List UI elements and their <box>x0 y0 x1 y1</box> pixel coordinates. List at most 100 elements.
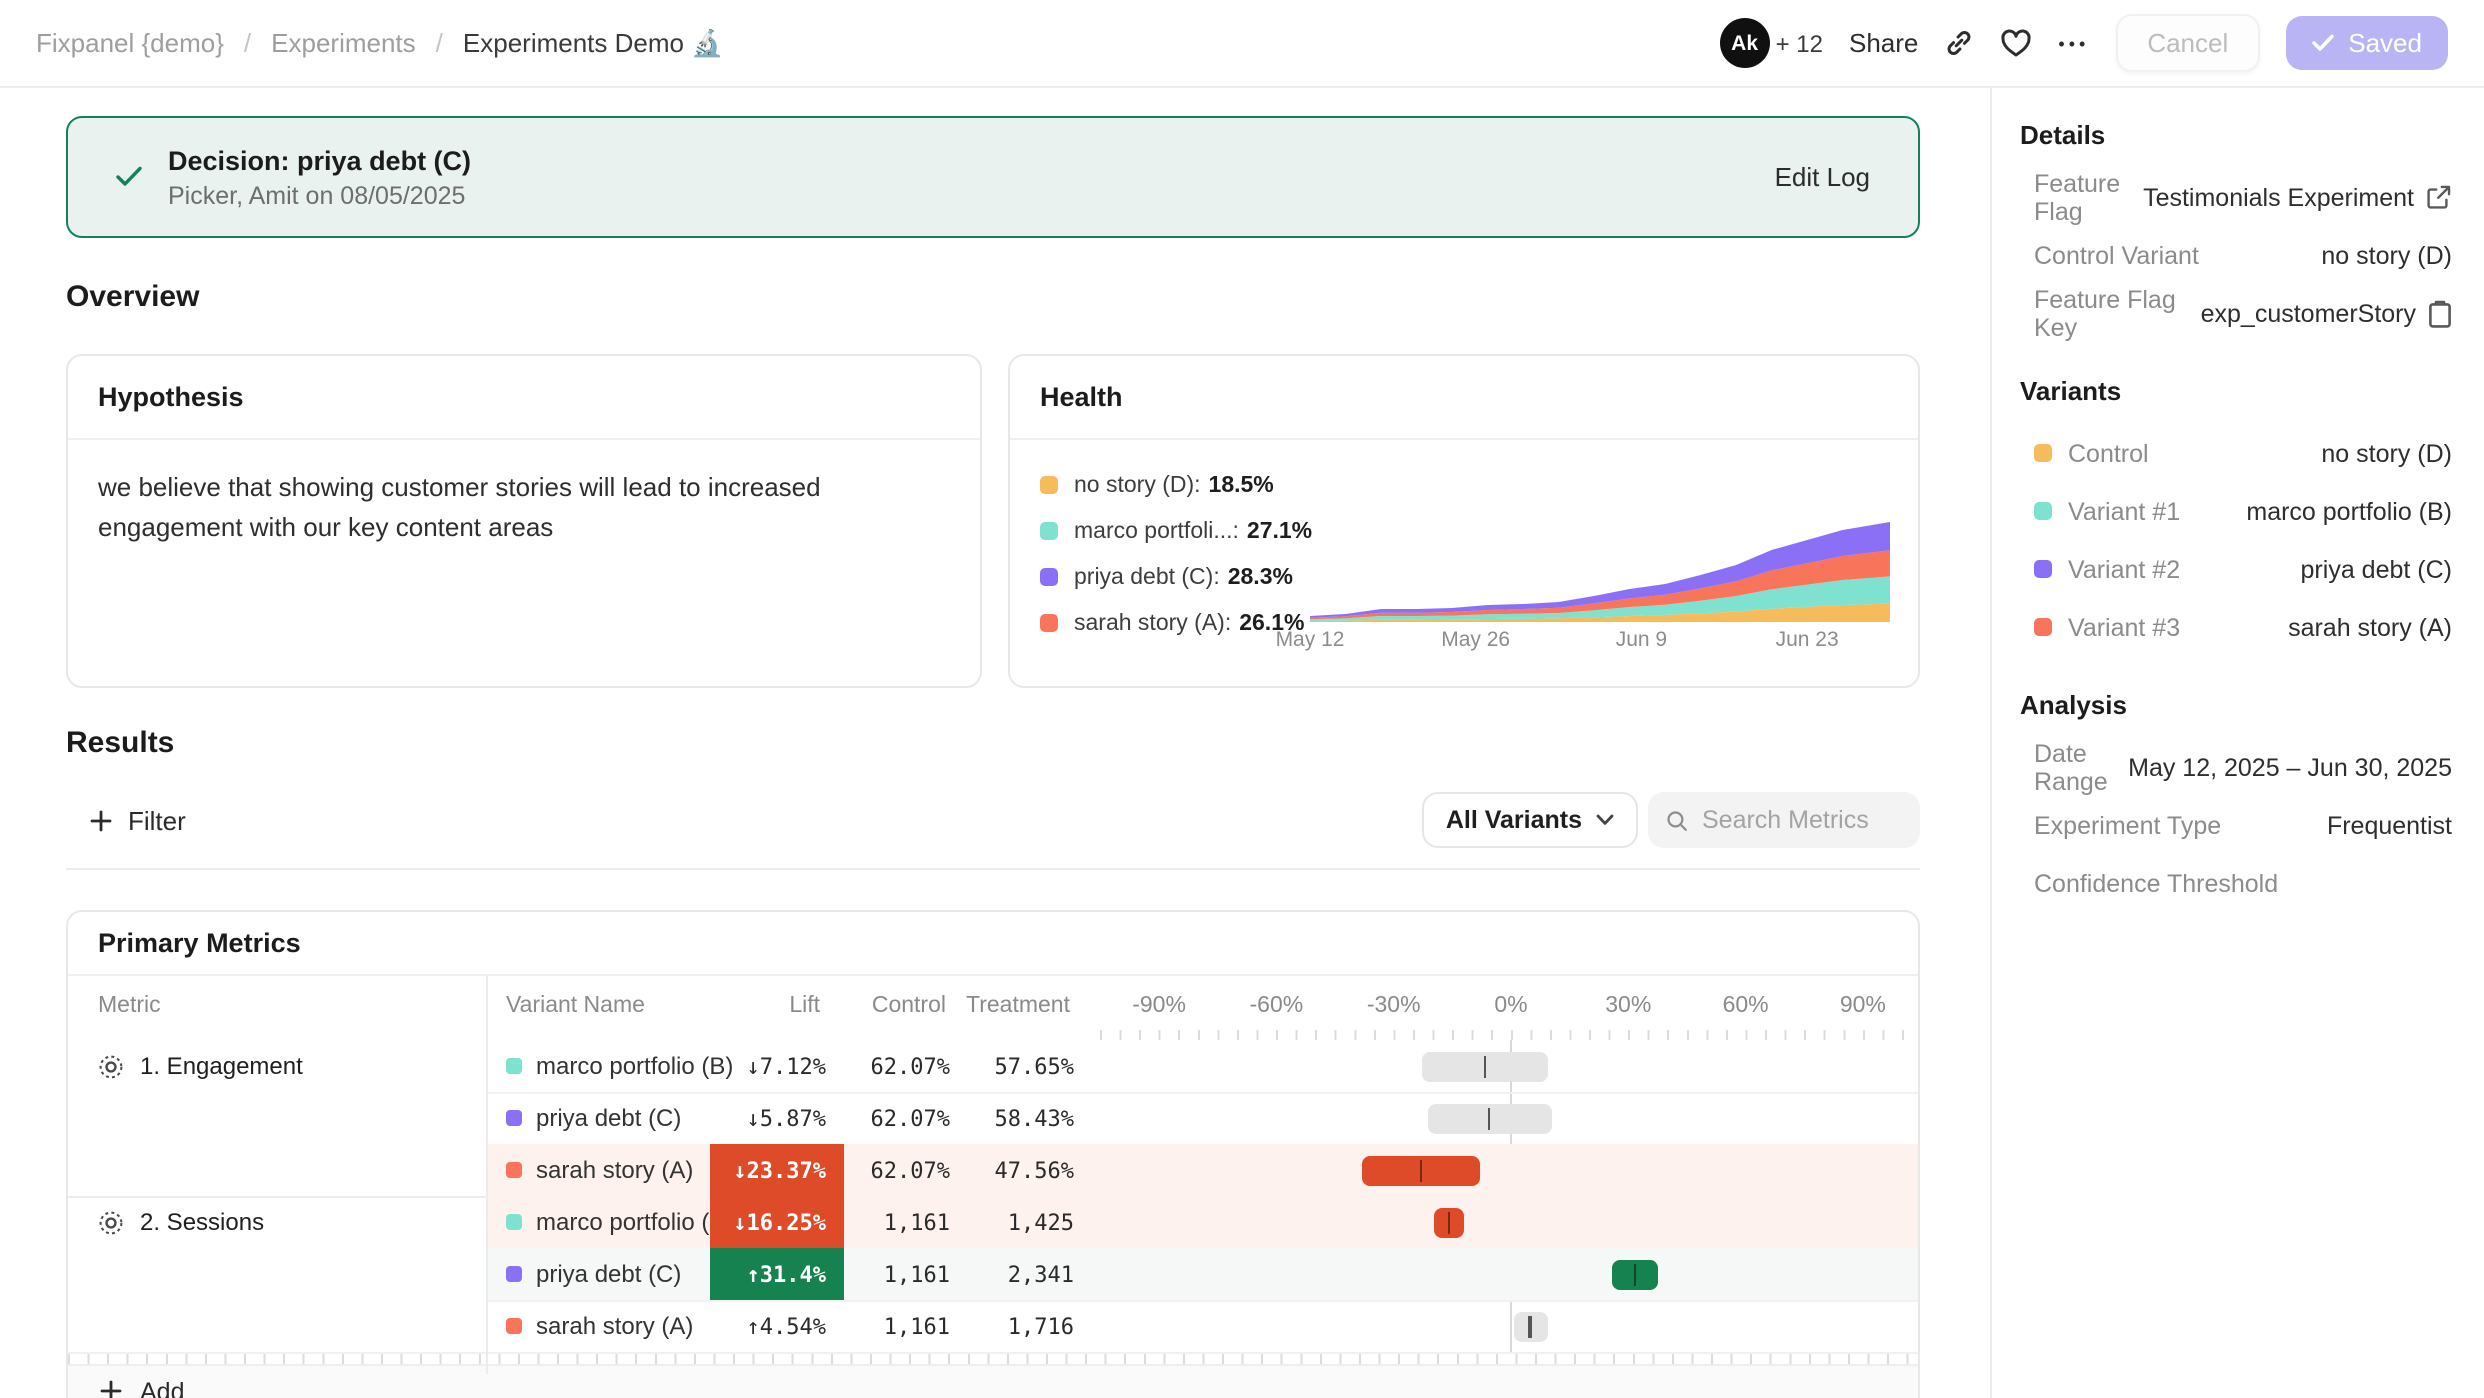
field-label: Experiment Type <box>2034 811 2222 839</box>
health-legend: no story (D): 18.5% marco portfoli...: 27.1… <box>1040 462 1312 646</box>
details-sidebar: Details Feature Flag Testimonials Experi… <box>1990 88 2484 1398</box>
lift-marker <box>1528 1315 1532 1337</box>
metric-column-divider <box>486 976 488 1374</box>
avatar[interactable]: Ak <box>1719 18 1770 68</box>
field-value: priya debt (C) <box>2300 555 2452 583</box>
decision-banner: Decision: priya debt (C) Picker, Amit on… <box>66 116 1920 238</box>
health-legend-item[interactable]: priya debt (C): 28.3% <box>1040 554 1312 600</box>
health-legend-item[interactable]: no story (D): 18.5% <box>1040 462 1312 508</box>
detail-row: Feature Flag Testimonials Experiment <box>2020 168 2452 226</box>
copy-link-icon[interactable] <box>1944 28 1974 58</box>
search-icon <box>1667 810 1687 830</box>
decision-subtitle: Picker, Amit on 08/05/2025 <box>168 181 466 209</box>
plus-icon <box>90 809 112 831</box>
col-treatment: Treatment <box>966 994 1070 1018</box>
axis-tick-label: 90% <box>1839 994 1886 1018</box>
edit-log-button[interactable]: Edit Log <box>1774 162 1870 192</box>
confidence-interval-bar[interactable] <box>1427 1103 1553 1133</box>
legend-label: priya debt (C): <box>1074 565 1220 589</box>
variants-heading: Variants <box>2020 376 2122 406</box>
metric-goal-icon <box>99 1210 123 1234</box>
lift-value: ↑4.54% <box>746 1313 827 1339</box>
confidence-interval-bar[interactable] <box>1612 1259 1658 1289</box>
treatment-value: 57.65% <box>994 1053 1075 1079</box>
variant-name: marco portfolio (B) <box>506 1040 733 1092</box>
control-value: 62.07% <box>870 1105 951 1131</box>
health-chart-x-axis: May 12 May 26 Jun 9 Jun 23 <box>1276 628 1890 656</box>
field-label: Feature Flag <box>2034 169 2121 225</box>
field-value: marco portfolio (B) <box>2246 497 2452 525</box>
variant-swatch <box>2034 560 2052 578</box>
metric-variant-row[interactable]: priya debt (C) ↓5.87% 62.07% 58.43% <box>68 1092 1918 1144</box>
health-title: Health <box>1010 356 1918 440</box>
variant-name: marco portfolio (B) <box>506 1196 733 1248</box>
field-label: Confidence Threshold <box>2034 869 2279 897</box>
external-link-icon[interactable] <box>2426 184 2452 210</box>
lift-marker <box>1419 1159 1423 1181</box>
axis-tick-label: -60% <box>1249 994 1304 1018</box>
add-filter-button[interactable]: Filter <box>66 805 186 835</box>
lift-value: ↓16.25% <box>710 1196 844 1248</box>
field-label: Feature Flag Key <box>2034 285 2176 341</box>
lift-marker <box>1633 1263 1637 1285</box>
metrics-search[interactable] <box>1648 792 1920 848</box>
control-value: 62.07% <box>870 1157 951 1183</box>
legend-swatch <box>1040 568 1058 586</box>
metric-name[interactable]: 1. Engagement <box>98 1040 303 1092</box>
breadcrumb-project[interactable]: Fixpanel {demo} <box>36 28 224 58</box>
row-tint <box>488 1248 1918 1300</box>
more-menu-button[interactable]: ••• <box>2058 33 2090 53</box>
variant-name: priya debt (C) <box>506 1092 681 1144</box>
breadcrumb-experiments[interactable]: Experiments <box>271 28 416 58</box>
breadcrumb-current[interactable]: Experiments Demo 🔬 <box>462 27 724 57</box>
search-metrics-input[interactable] <box>1702 806 1902 834</box>
share-button[interactable]: Share <box>1849 28 1919 58</box>
col-control: Control <box>871 994 946 1018</box>
metric-variant-row[interactable]: 2. Sessions marco portfolio (B) ↓16.25% 1,… <box>68 1196 1918 1248</box>
add-metric-button[interactable]: Add <box>68 1364 1918 1398</box>
saved-button[interactable]: Saved <box>2286 16 2448 70</box>
variant-row: Variant #2 priya debt (C) <box>2020 540 2452 598</box>
legend-swatch <box>1040 476 1058 494</box>
control-value: 62.07% <box>870 1053 951 1079</box>
health-legend-item[interactable]: sarah story (A): 26.1% <box>1040 600 1312 646</box>
detail-row: Feature Flag Key exp_customerStory <box>2020 284 2452 342</box>
cancel-button[interactable]: Cancel <box>2115 14 2261 72</box>
metric-variant-row[interactable]: sarah story (A) ↑4.54% 1,161 1,716 <box>68 1300 1918 1352</box>
confidence-interval-bar[interactable] <box>1362 1155 1480 1185</box>
collaborator-count[interactable]: + 12 <box>1775 29 1823 57</box>
legend-value: 26.1% <box>1239 611 1305 635</box>
legend-value: 18.5% <box>1208 473 1274 497</box>
favorite-heart-icon[interactable] <box>2000 28 2032 58</box>
col-lift: Lift <box>789 994 820 1018</box>
control-value: 1,161 <box>883 1209 950 1235</box>
confidence-interval-bar[interactable] <box>1421 1051 1548 1081</box>
metric-goal-icon <box>99 1054 123 1078</box>
results-divider <box>66 868 1920 870</box>
axis-ruler-bottom <box>68 1352 1918 1364</box>
analysis-row: Date Range May 12, 2025 – Jun 30, 2025 <box>2020 738 2452 796</box>
col-variant: Variant Name <box>506 994 645 1018</box>
decision-check-icon <box>116 166 142 188</box>
metric-variant-row[interactable]: priya debt (C) ↑31.4% 1,161 2,341 <box>68 1248 1918 1300</box>
metric-name[interactable]: 2. Sessions <box>98 1196 264 1248</box>
axis-tick-label: -90% <box>1132 994 1186 1018</box>
variant-name: sarah story (A) <box>506 1144 693 1196</box>
confidence-interval-bar[interactable] <box>1513 1311 1549 1341</box>
health-legend-item[interactable]: marco portfoli...: 27.1% <box>1040 508 1312 554</box>
metric-variant-row[interactable]: 1. Engagement marco portfolio (B) ↓7.12% 6… <box>68 1040 1918 1092</box>
clipboard-icon[interactable] <box>2428 299 2452 327</box>
field-label: Variant #3 <box>2034 613 2180 641</box>
chevron-down-icon <box>1596 814 1614 825</box>
hypothesis-body: we believe that showing customer stories… <box>98 472 821 541</box>
overview-heading: Overview <box>66 280 200 314</box>
metric-variant-row[interactable]: sarah story (A) ↓23.37% 62.07% 47.56% <box>68 1144 1918 1196</box>
lift-marker <box>1447 1211 1451 1233</box>
primary-metrics-title: Primary Metrics <box>68 912 1918 976</box>
treatment-value: 1,425 <box>1007 1209 1074 1235</box>
x-axis-tick-label: Jun 9 <box>1615 628 1668 652</box>
variant-filter-dropdown[interactable]: All Variants <box>1421 792 1638 848</box>
axis-ruler-top <box>1100 1030 1916 1040</box>
legend-label: marco portfoli...: <box>1074 519 1239 543</box>
confidence-interval-bar[interactable] <box>1434 1207 1465 1237</box>
